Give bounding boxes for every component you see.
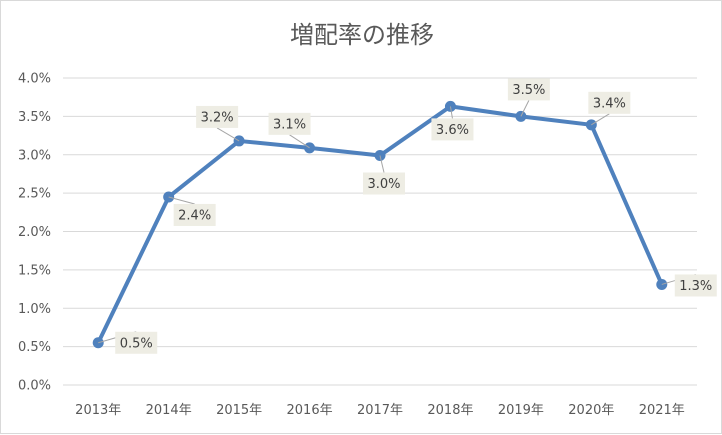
x-tick-label: 2017年 xyxy=(357,403,403,418)
data-label-box xyxy=(363,172,405,195)
leader-line xyxy=(449,106,453,119)
data-label: 3.0% xyxy=(367,177,400,192)
x-axis: 2013年 2014年 2015年 2016年 2017年 2018年 2019年 2020年… xyxy=(75,403,685,418)
leader-line xyxy=(168,196,195,205)
y-tick-label: 0.5% xyxy=(18,340,51,355)
leader-line xyxy=(591,113,610,126)
y-tick-label: 1.0% xyxy=(18,302,51,317)
data-label: 3.5% xyxy=(512,83,545,98)
y-tick-label: 3.5% xyxy=(18,110,51,125)
data-label-box xyxy=(115,331,158,354)
x-tick-label: 2020年 xyxy=(568,403,614,418)
leader-line xyxy=(379,155,385,173)
data-label: 1.3% xyxy=(679,279,712,294)
data-labels: 0.5% 2.4% 3.2% 3.1% 3.0% 3.6% 3.5% 3.4% 1.3% xyxy=(98,78,717,354)
y-tick-label: 0.0% xyxy=(18,379,51,394)
x-tick-label: 2015年 xyxy=(216,403,262,418)
data-label-box xyxy=(268,112,311,135)
y-tick-label: 2.5% xyxy=(18,187,51,202)
y-tick-label: 1.5% xyxy=(18,263,51,278)
y-axis: 0.0% 0.5% 1.0% 1.5% 2.0% 2.5% 3.0% 3.5% 4.0% xyxy=(18,72,51,394)
y-tick-label: 3.0% xyxy=(18,148,51,163)
data-label-box xyxy=(674,274,717,297)
gridlines xyxy=(63,77,697,386)
data-label-box xyxy=(196,105,239,128)
leader-line xyxy=(520,100,530,117)
x-tick-label: 2018年 xyxy=(427,403,473,418)
data-label-box xyxy=(507,78,550,101)
y-tick-label: 2.0% xyxy=(18,225,51,240)
data-label-box xyxy=(588,91,631,114)
data-label: 3.1% xyxy=(273,117,306,132)
x-tick-label: 2013年 xyxy=(75,403,121,418)
data-label: 3.2% xyxy=(201,110,234,125)
data-label: 3.6% xyxy=(436,123,469,138)
chart-title: 増配率の推移 xyxy=(290,21,434,49)
data-label-box xyxy=(173,203,216,226)
data-label: 2.4% xyxy=(178,208,211,223)
data-point xyxy=(585,119,597,131)
data-label: 3.4% xyxy=(593,96,626,111)
x-tick-label: 2021年 xyxy=(639,403,685,418)
y-tick-label: 4.0% xyxy=(18,72,51,87)
leader-line xyxy=(216,127,240,142)
x-tick-label: 2019年 xyxy=(498,403,544,418)
x-tick-label: 2016年 xyxy=(287,403,333,418)
leader-line xyxy=(289,134,310,149)
data-label-box xyxy=(431,118,474,141)
data-label: 0.5% xyxy=(120,336,153,351)
x-tick-label: 2014年 xyxy=(146,403,192,418)
